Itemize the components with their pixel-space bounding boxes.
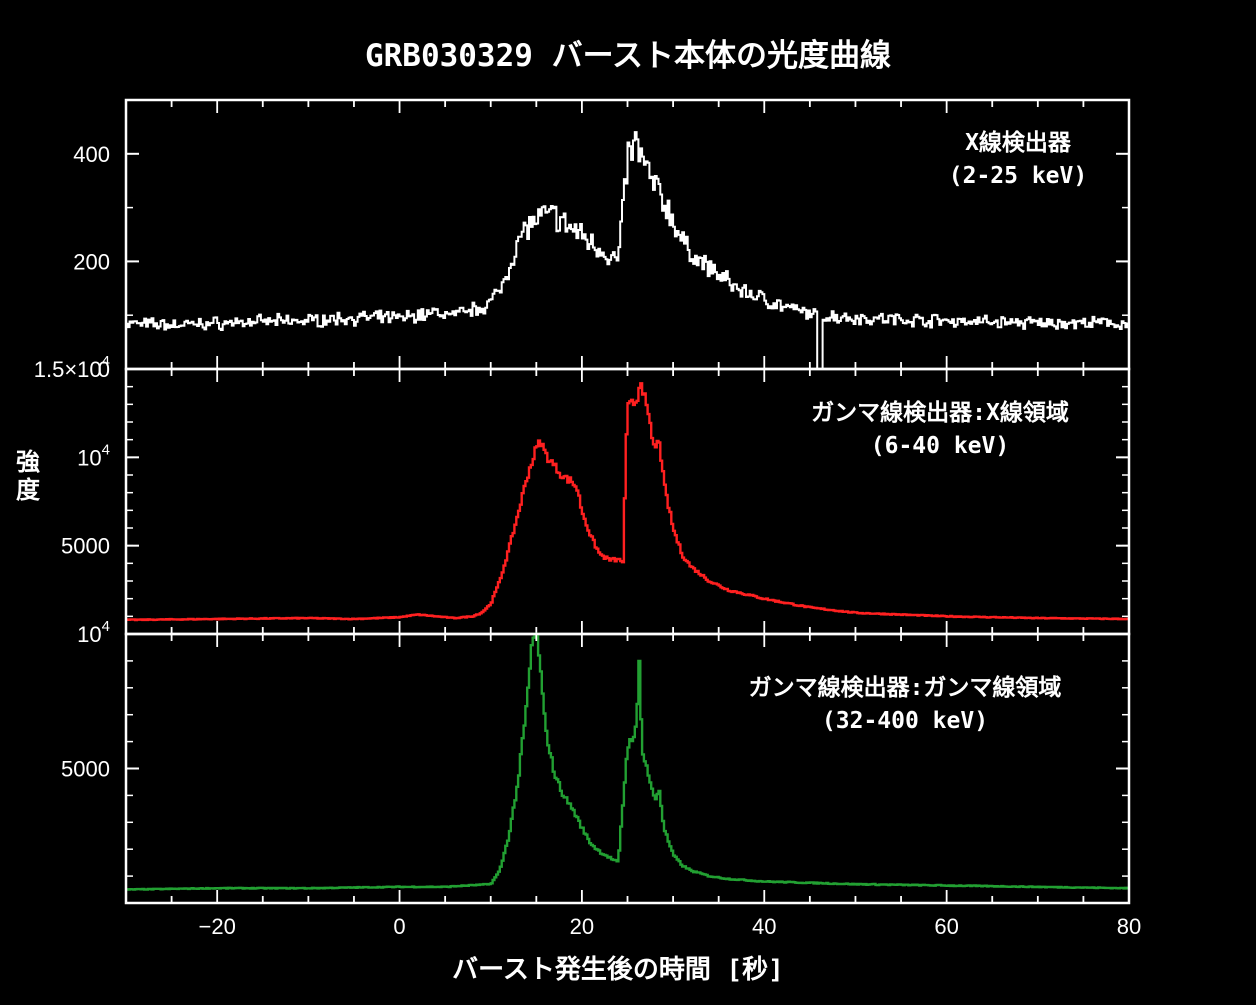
series-line-1 xyxy=(126,131,1129,370)
y-tick-label: 5000 xyxy=(61,757,110,782)
panel-legend-name: X線検出器 xyxy=(965,129,1072,156)
x-axis: −20 0 20 40 60 80 xyxy=(199,914,1142,939)
y-tick-label: 104 xyxy=(77,618,110,647)
panel-2: 5000 104 1.5×104 ガンマ線検出器:X線領域 (6-40 keV) xyxy=(34,353,1131,636)
panel-3: 5000 104 ガンマ線検出器:ガンマ線領域 (32-400 keV) xyxy=(61,618,1131,905)
x-tick-label: 80 xyxy=(1117,914,1141,939)
y-tick-label: 104 xyxy=(77,441,110,470)
chart-title: GRB030329 バースト本体の光度曲線 xyxy=(365,38,891,74)
y-axis-label-text: 強度 xyxy=(16,448,41,504)
y-tick-label: 1.5×104 xyxy=(34,353,110,382)
y-tick-label: 200 xyxy=(73,249,110,274)
y-axis-label: 強度 xyxy=(16,448,41,504)
chart-panels: 0 200 400 X線検出器 (2-25 keV) 5000 104 1.5×104 ガンマ線… xyxy=(34,98,1131,905)
panel-legend-name: ガンマ線検出器:ガンマ線領域 xyxy=(749,674,1062,701)
panel-legend-name: ガンマ線検出器:X線領域 xyxy=(811,399,1069,426)
panel-1: 0 200 400 X線検出器 (2-25 keV) xyxy=(73,98,1131,382)
panel-legend-energy: (2-25 keV) xyxy=(949,163,1087,189)
x-tick-label: 0 xyxy=(393,914,405,939)
panel-legend-energy: (6-40 keV) xyxy=(871,433,1009,459)
x-tick-label: 40 xyxy=(752,914,776,939)
y-tick-label: 400 xyxy=(73,142,110,167)
y-tick-label: 5000 xyxy=(61,534,110,559)
x-tick-label: 60 xyxy=(934,914,958,939)
series-line-2 xyxy=(126,382,1129,622)
series-line-3 xyxy=(126,632,1129,891)
y-tick-label: 0 xyxy=(98,357,110,382)
x-axis-label: バースト発生後の時間 [秒] xyxy=(452,954,784,985)
x-tick-label: 20 xyxy=(570,914,594,939)
x-tick-label: −20 xyxy=(199,914,236,939)
panel-legend-energy: (32-400 keV) xyxy=(822,708,988,734)
